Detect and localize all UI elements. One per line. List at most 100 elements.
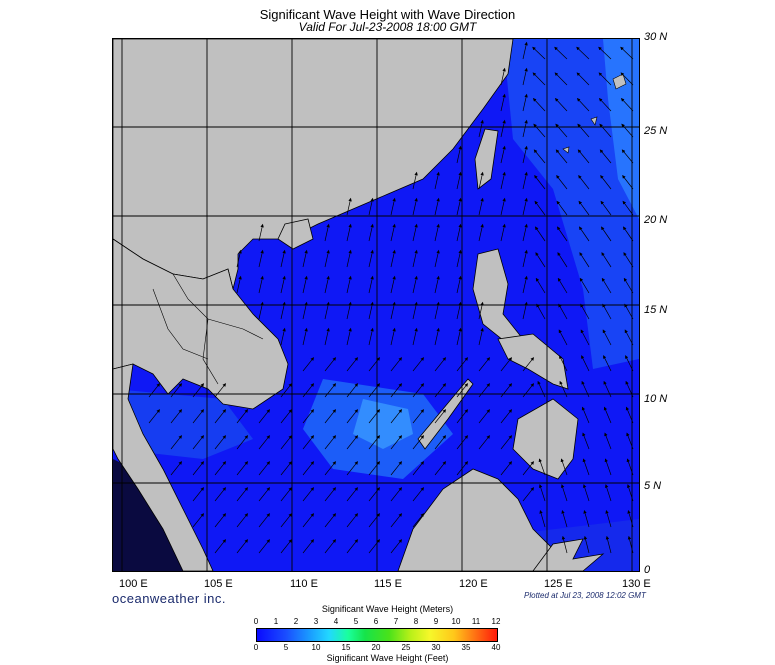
- wave-arrow: [622, 200, 634, 216]
- wave-arrow: [522, 67, 528, 86]
- wave-arrow: [522, 461, 535, 476]
- wave-arrow: [236, 487, 249, 502]
- brand-logo-text: oceanweather inc.: [112, 591, 227, 606]
- wave-arrow: [390, 357, 403, 372]
- wave-arrow: [412, 487, 425, 502]
- wave-arrow: [302, 383, 315, 398]
- feet-tick-label: 10: [311, 643, 321, 652]
- wave-arrow: [412, 197, 418, 216]
- meter-tick-label: 7: [393, 617, 399, 626]
- wave-arrow: [456, 461, 469, 476]
- meter-tick-label: 9: [433, 617, 439, 626]
- wave-arrow: [368, 301, 374, 320]
- wave-arrow: [346, 513, 359, 528]
- wave-arrow: [346, 327, 352, 346]
- wave-arrow: [532, 97, 546, 112]
- wave-arrow: [390, 487, 403, 502]
- wave-arrow: [236, 513, 249, 528]
- wave-arrow: [456, 275, 462, 294]
- wave-arrow: [576, 46, 590, 60]
- wave-arrow: [412, 275, 418, 294]
- wave-arrow: [192, 513, 205, 528]
- meter-tick-label: 12: [491, 617, 501, 626]
- hainan-island: [277, 218, 314, 250]
- ocean-lighter-east: [503, 39, 639, 369]
- wave-arrow: [434, 249, 440, 268]
- wave-arrow: [556, 175, 568, 190]
- wave-arrow: [324, 301, 330, 320]
- wave-arrow: [214, 383, 227, 398]
- meter-tick-label: 11: [471, 617, 481, 626]
- wave-arrow: [582, 432, 590, 450]
- wave-arrow: [434, 327, 440, 346]
- wave-arrow: [302, 327, 308, 346]
- wave-arrow: [346, 435, 359, 450]
- wave-arrow: [368, 513, 381, 528]
- wave-arrow: [522, 223, 528, 242]
- wave-arrow: [192, 383, 205, 398]
- wave-arrow: [539, 510, 546, 528]
- wave-arrow: [192, 409, 205, 424]
- wave-arrow: [456, 223, 462, 242]
- feet-tick-label: 40: [491, 643, 501, 652]
- wave-arrow: [561, 510, 568, 528]
- wave-arrow: [214, 435, 227, 450]
- wave-arrow: [555, 123, 568, 138]
- wave-arrow: [478, 197, 484, 216]
- map-svg: [113, 39, 639, 571]
- wave-arrow: [324, 383, 337, 398]
- wave-arrow: [302, 513, 315, 528]
- wave-arrow: [478, 327, 484, 346]
- wave-arrow: [434, 275, 440, 294]
- wave-arrow: [620, 72, 634, 86]
- wave-arrow: [192, 435, 205, 450]
- meter-tick-label: 1: [273, 617, 279, 626]
- wave-arrow: [302, 275, 308, 294]
- wave-arrow: [557, 277, 568, 294]
- wave-arrow: [302, 487, 315, 502]
- wave-arrow: [148, 383, 161, 398]
- wave-arrow: [280, 327, 286, 346]
- wave-arrow: [434, 197, 440, 216]
- wave-arrow: [554, 97, 568, 112]
- wave-arrow: [579, 226, 590, 242]
- wave-arrow: [579, 277, 590, 294]
- wave-arrow: [522, 145, 528, 164]
- wave-arrow: [581, 355, 590, 372]
- wave-arrow: [214, 487, 227, 502]
- wave-arrow: [500, 357, 513, 372]
- meter-tick-label: 3: [313, 617, 319, 626]
- wave-arrow: [280, 275, 286, 294]
- wave-arrow: [601, 226, 612, 242]
- wave-arrow: [412, 327, 418, 346]
- wave-arrow: [578, 175, 590, 190]
- wave-arrow: [170, 383, 183, 398]
- wave-arrow: [556, 200, 568, 216]
- ocean-lightest-central: [353, 399, 413, 449]
- lon-label-105e: 105 E: [204, 578, 233, 590]
- wave-arrow: [555, 149, 568, 164]
- wave-arrow: [623, 226, 634, 242]
- lon-label-130e: 130 E: [622, 578, 651, 590]
- wave-arrow: [625, 380, 634, 398]
- wave-arrow: [434, 301, 440, 320]
- wave-arrow: [600, 175, 612, 190]
- wave-arrow: [236, 435, 249, 450]
- wave-arrow: [412, 435, 425, 450]
- wave-arrow: [324, 327, 330, 346]
- wave-arrow: [598, 97, 612, 112]
- wave-arrow: [368, 223, 374, 242]
- wave-arrow: [522, 249, 528, 268]
- wave-arrow: [302, 461, 315, 476]
- malay-peninsula: [113, 363, 214, 571]
- wave-arrow: [624, 329, 634, 346]
- wave-arrow: [456, 327, 462, 346]
- wave-arrow: [535, 226, 546, 242]
- wave-arrow: [346, 301, 352, 320]
- wave-arrow: [456, 383, 469, 398]
- wave-arrow: [582, 484, 590, 502]
- wave-arrow: [500, 223, 506, 242]
- wave-arrow: [258, 409, 271, 424]
- wave-arrow: [578, 200, 590, 216]
- wave-arrow: [522, 301, 528, 320]
